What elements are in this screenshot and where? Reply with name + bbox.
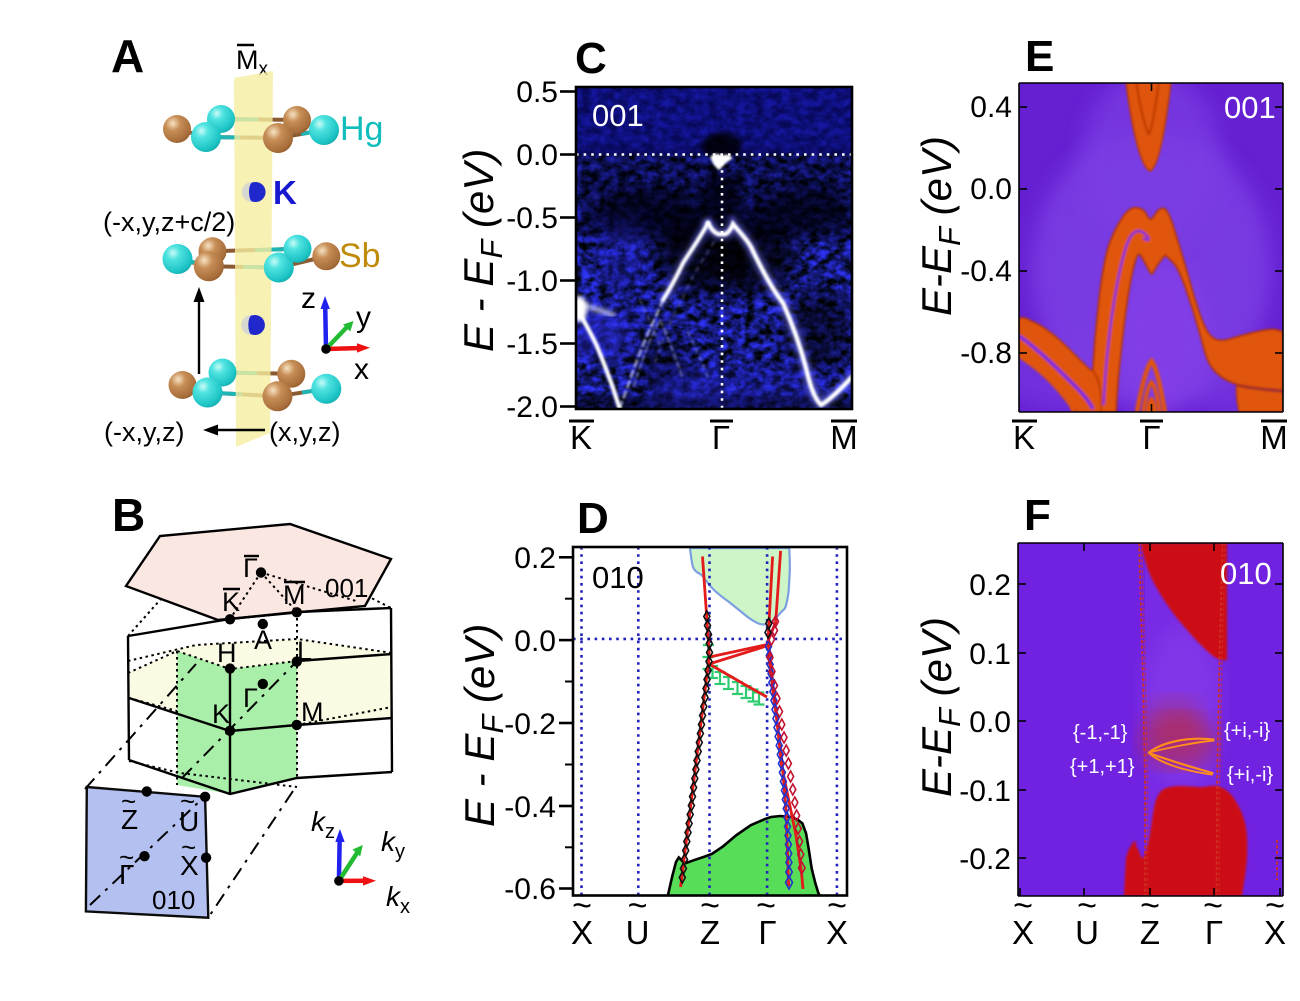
svg-text:0.4: 0.4 xyxy=(970,91,1012,124)
svg-text:0.0: 0.0 xyxy=(970,173,1012,206)
svg-text:-1.5: -1.5 xyxy=(506,328,558,361)
svg-text:0.5: 0.5 xyxy=(516,76,558,109)
svg-text:kx: kx xyxy=(386,881,410,918)
svg-text:E: E xyxy=(1025,32,1054,81)
svg-text:L: L xyxy=(297,636,312,666)
svg-text:M: M xyxy=(1260,419,1288,456)
svg-text:Z: Z xyxy=(1140,914,1160,951)
svg-text:Hg: Hg xyxy=(340,110,383,148)
svg-text:x: x xyxy=(354,353,369,386)
svg-text:A: A xyxy=(111,30,144,82)
svg-text:~: ~ xyxy=(121,786,136,816)
svg-text:C: C xyxy=(575,34,607,83)
svg-text:-2.0: -2.0 xyxy=(506,391,558,424)
svg-text:E-EF (eV): E-EF (eV) xyxy=(913,136,967,316)
svg-text:Γ: Γ xyxy=(1142,419,1160,456)
svg-text:(x,y,z): (x,y,z) xyxy=(269,417,340,447)
svg-text:-0.6: -0.6 xyxy=(504,873,556,906)
svg-text:-0.4: -0.4 xyxy=(960,255,1012,288)
svg-text:Γ: Γ xyxy=(243,683,258,713)
svg-text:Z: Z xyxy=(121,804,138,835)
svg-text:-0.4: -0.4 xyxy=(504,791,556,824)
svg-text:M: M xyxy=(830,419,858,456)
svg-text:010: 010 xyxy=(152,885,195,915)
svg-text:M: M xyxy=(283,580,306,610)
svg-text:0.2: 0.2 xyxy=(514,542,556,575)
svg-text:(-x,y,z+c/2): (-x,y,z+c/2) xyxy=(103,207,235,237)
svg-text:K: K xyxy=(1013,419,1035,456)
svg-text:U: U xyxy=(179,806,199,837)
svg-text:X: X xyxy=(1012,914,1034,951)
svg-text:U: U xyxy=(1075,914,1099,951)
svg-text:U: U xyxy=(626,914,650,951)
svg-text:E - EF (eV): E - EF (eV) xyxy=(455,149,509,352)
svg-text:Γ: Γ xyxy=(758,914,776,951)
svg-text:Γ: Γ xyxy=(1205,914,1223,951)
svg-text:E-EF (eV): E-EF (eV) xyxy=(913,617,967,797)
svg-text:010: 010 xyxy=(592,560,644,595)
svg-text:E - EF (eV): E - EF (eV) xyxy=(456,624,510,827)
svg-text:M: M xyxy=(301,697,324,727)
svg-text:010: 010 xyxy=(1220,556,1272,591)
svg-text:{-1,-1}: {-1,-1} xyxy=(1073,722,1128,744)
svg-text:~: ~ xyxy=(181,832,196,862)
svg-text:z: z xyxy=(301,282,316,315)
svg-text:H: H xyxy=(217,638,237,668)
svg-text:-0.2: -0.2 xyxy=(959,843,1011,876)
svg-text:A: A xyxy=(254,625,272,655)
svg-text:kz: kz xyxy=(311,806,335,843)
svg-text:001: 001 xyxy=(1224,90,1276,125)
svg-text:B: B xyxy=(112,489,145,541)
svg-text:~: ~ xyxy=(119,842,134,872)
svg-text:001: 001 xyxy=(592,98,644,133)
svg-text:~: ~ xyxy=(180,786,195,816)
svg-text:0.0: 0.0 xyxy=(514,625,556,658)
svg-text:y: y xyxy=(356,301,371,334)
svg-text:Γ: Γ xyxy=(119,859,134,890)
svg-text:ky: ky xyxy=(381,826,405,863)
svg-text:X: X xyxy=(571,914,593,951)
svg-text:X: X xyxy=(1264,914,1286,951)
svg-text:X: X xyxy=(180,850,199,881)
svg-text:Z: Z xyxy=(700,914,720,951)
svg-text:0.2: 0.2 xyxy=(969,569,1011,602)
svg-text:D: D xyxy=(577,494,609,543)
svg-text:0.1: 0.1 xyxy=(969,638,1011,671)
svg-text:K: K xyxy=(273,174,297,211)
svg-text:{+i,-i}: {+i,-i} xyxy=(1224,720,1270,742)
svg-text:(-x,y,z): (-x,y,z) xyxy=(104,417,184,447)
svg-text:K: K xyxy=(212,699,230,729)
svg-text:-0.1: -0.1 xyxy=(959,775,1011,808)
svg-text:Γ: Γ xyxy=(712,419,730,456)
svg-text:-0.8: -0.8 xyxy=(960,337,1012,370)
svg-text:Sb: Sb xyxy=(339,237,381,275)
svg-text:-0.2: -0.2 xyxy=(504,708,556,741)
svg-text:{+1,+1}: {+1,+1} xyxy=(1070,756,1135,778)
svg-text:{+i,-i}: {+i,-i} xyxy=(1227,764,1273,786)
svg-text:Γ: Γ xyxy=(243,553,258,583)
svg-text:-1.0: -1.0 xyxy=(506,265,558,298)
svg-text:-0.5: -0.5 xyxy=(506,202,558,235)
svg-text:K: K xyxy=(222,587,240,617)
svg-text:0.0: 0.0 xyxy=(969,706,1011,739)
svg-text:001: 001 xyxy=(325,573,368,603)
svg-text:0.0: 0.0 xyxy=(516,139,558,172)
svg-text:F: F xyxy=(1024,491,1051,540)
svg-text:K: K xyxy=(570,419,592,456)
svg-text:X: X xyxy=(826,914,848,951)
